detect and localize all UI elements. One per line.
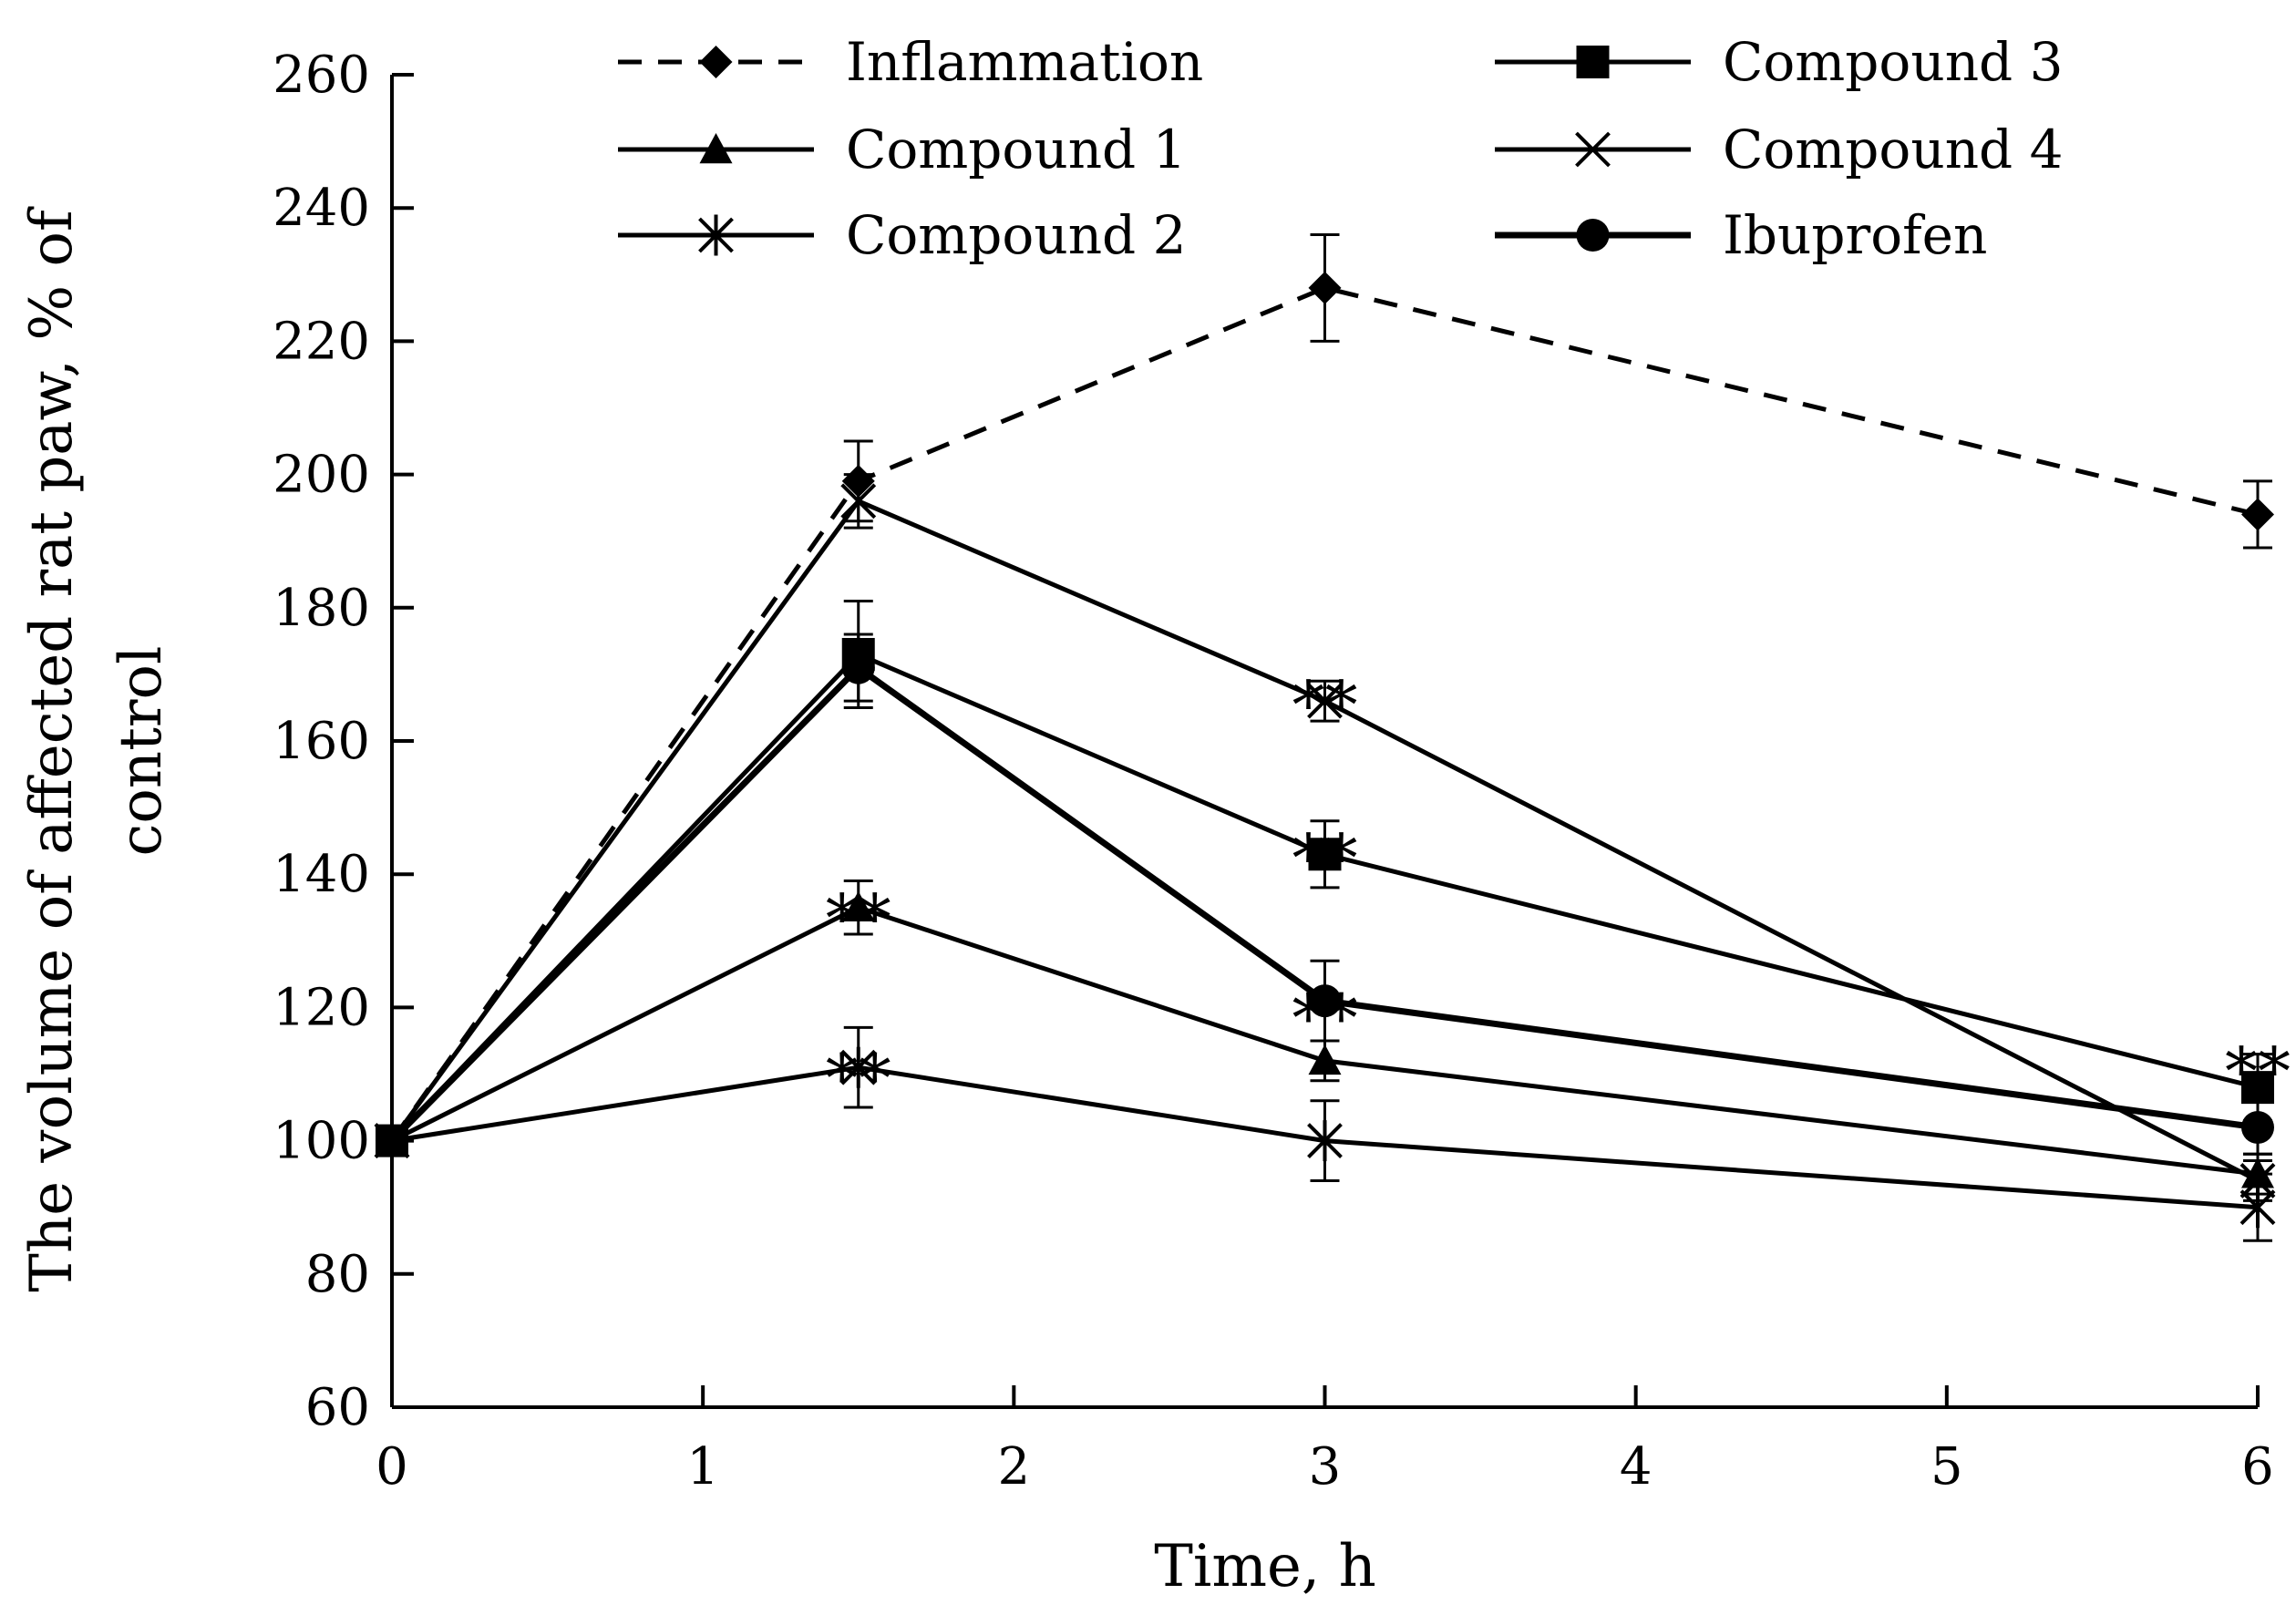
y-tick-label-80: 80 [305, 1245, 370, 1304]
legend-item-compound-3: Compound 3 [1495, 31, 2064, 93]
data-point [840, 1046, 877, 1088]
data-point [1307, 1120, 1343, 1162]
y-tick-label-200: 200 [273, 446, 370, 505]
y-tick-label-180: 180 [273, 579, 370, 638]
significance-label: ** [826, 1040, 891, 1116]
data-point [376, 1124, 408, 1157]
legend-marker [699, 133, 733, 164]
data-point [2239, 1163, 2276, 1198]
legend-marker-stroke-b [1575, 131, 1611, 168]
legend-label: Compound 3 [1723, 31, 2064, 93]
legend-marker [698, 214, 734, 256]
legend-item-compound-1: Compound 1 [618, 118, 1187, 180]
axes: 60 80 100 120 140 160 180 200 220 240 260 0 1 2 3 4 5 6 [273, 46, 2274, 1497]
data-point [1308, 838, 1342, 871]
data-point-shape [2241, 1110, 2274, 1144]
series-compound-2 [374, 1025, 2276, 1242]
data-point-shape [2241, 1071, 2274, 1105]
x-tick-label-5: 5 [1930, 1437, 1963, 1497]
y-tick-label-60: 60 [305, 1378, 370, 1437]
data-point-shape [2241, 498, 2274, 531]
series-line [389, 499, 2260, 1183]
legend: Inflammation Compound 1 Compound 2 Compound… [618, 31, 2064, 266]
x-tick-label-3: 3 [1309, 1437, 1342, 1497]
y-tick-label-160: 160 [273, 712, 370, 771]
legend-label: Inflammation [846, 31, 1203, 93]
y-tick-label-140: 140 [273, 845, 370, 904]
y-tick-label-260: 260 [273, 46, 370, 105]
significance-label: ** [1292, 667, 1358, 744]
data-point-shape [1308, 838, 1342, 871]
data-point [841, 651, 875, 684]
significance-label: ** [1292, 980, 1358, 1056]
legend-marker-shape [1576, 46, 1610, 78]
data-point-stroke-b [2239, 1163, 2276, 1198]
data-point-shape [376, 1124, 408, 1157]
y-tick-label-100: 100 [273, 1112, 370, 1171]
data-point [1307, 683, 1343, 719]
data-point-stroke-b [1307, 683, 1343, 719]
data-point-shape [841, 890, 875, 922]
legend-marker [1576, 46, 1610, 78]
x-tick-label-6: 6 [2241, 1437, 2274, 1497]
x-axis-title: Time, h [1154, 1533, 1376, 1600]
x-tick-label-1: 1 [686, 1437, 719, 1497]
series-line [391, 1065, 2259, 1210]
series-line [390, 652, 2259, 1143]
legend-marker [699, 46, 733, 78]
x-tick-label-0: 0 [376, 1437, 408, 1497]
data-point [1308, 1044, 1342, 1075]
legend-marker-shape [699, 133, 733, 164]
series-line [389, 285, 2259, 1143]
data-point [841, 890, 875, 922]
y-axis-title: The volume of affected rat paw, % of con… [18, 206, 175, 1292]
legend-marker [1576, 219, 1610, 252]
data-point [1308, 984, 1342, 1018]
significance-label: ** [2225, 1034, 2291, 1110]
legend-label: Ibuprofen [1723, 204, 1987, 266]
significance-label: ** [1292, 820, 1358, 897]
legend-label: Compound 2 [846, 204, 1187, 266]
y-tick-label-220: 220 [273, 312, 370, 371]
legend-marker-shape [699, 46, 733, 78]
y-tick-label-240: 240 [273, 179, 370, 238]
legend-item-inflammation: Inflammation [618, 31, 1203, 93]
data-point-shape [1308, 1044, 1342, 1075]
data-point [1308, 271, 1342, 304]
series-layer [374, 232, 2276, 1242]
significance-label: ** [826, 880, 891, 956]
x-tick-label-2: 2 [998, 1437, 1031, 1497]
data-point [2241, 498, 2274, 531]
legend-marker-shape [1576, 219, 1610, 252]
data-point-shape [1308, 271, 1342, 304]
y-tick-label-120: 120 [273, 978, 370, 1037]
series-ibuprofen [376, 633, 2274, 1157]
series-line [390, 905, 2259, 1177]
data-point [840, 483, 877, 519]
x-tick-label-4: 4 [1620, 1437, 1653, 1497]
legend-label: Compound 1 [846, 118, 1187, 180]
data-point-shape [841, 651, 875, 684]
legend-item-ibuprofen: Ibuprofen [1495, 204, 1987, 266]
annotation-layer: ** ** ** ** ** ** [826, 667, 2291, 1116]
legend-item-compound-4: Compound 4 [1495, 118, 2064, 180]
y-axis-title-line-1: The volume of affected rat paw, % of [18, 206, 86, 1292]
data-point [2241, 1110, 2274, 1144]
series-line [389, 664, 2259, 1144]
data-point-stroke-b [840, 483, 877, 519]
legend-label: Compound 4 [1723, 118, 2064, 180]
legend-item-compound-2: Compound 2 [618, 204, 1187, 266]
legend-marker [1575, 131, 1611, 168]
data-point-shape [1308, 984, 1342, 1018]
y-axis-title-line-2: control [108, 646, 175, 857]
data-point [2241, 1071, 2274, 1105]
